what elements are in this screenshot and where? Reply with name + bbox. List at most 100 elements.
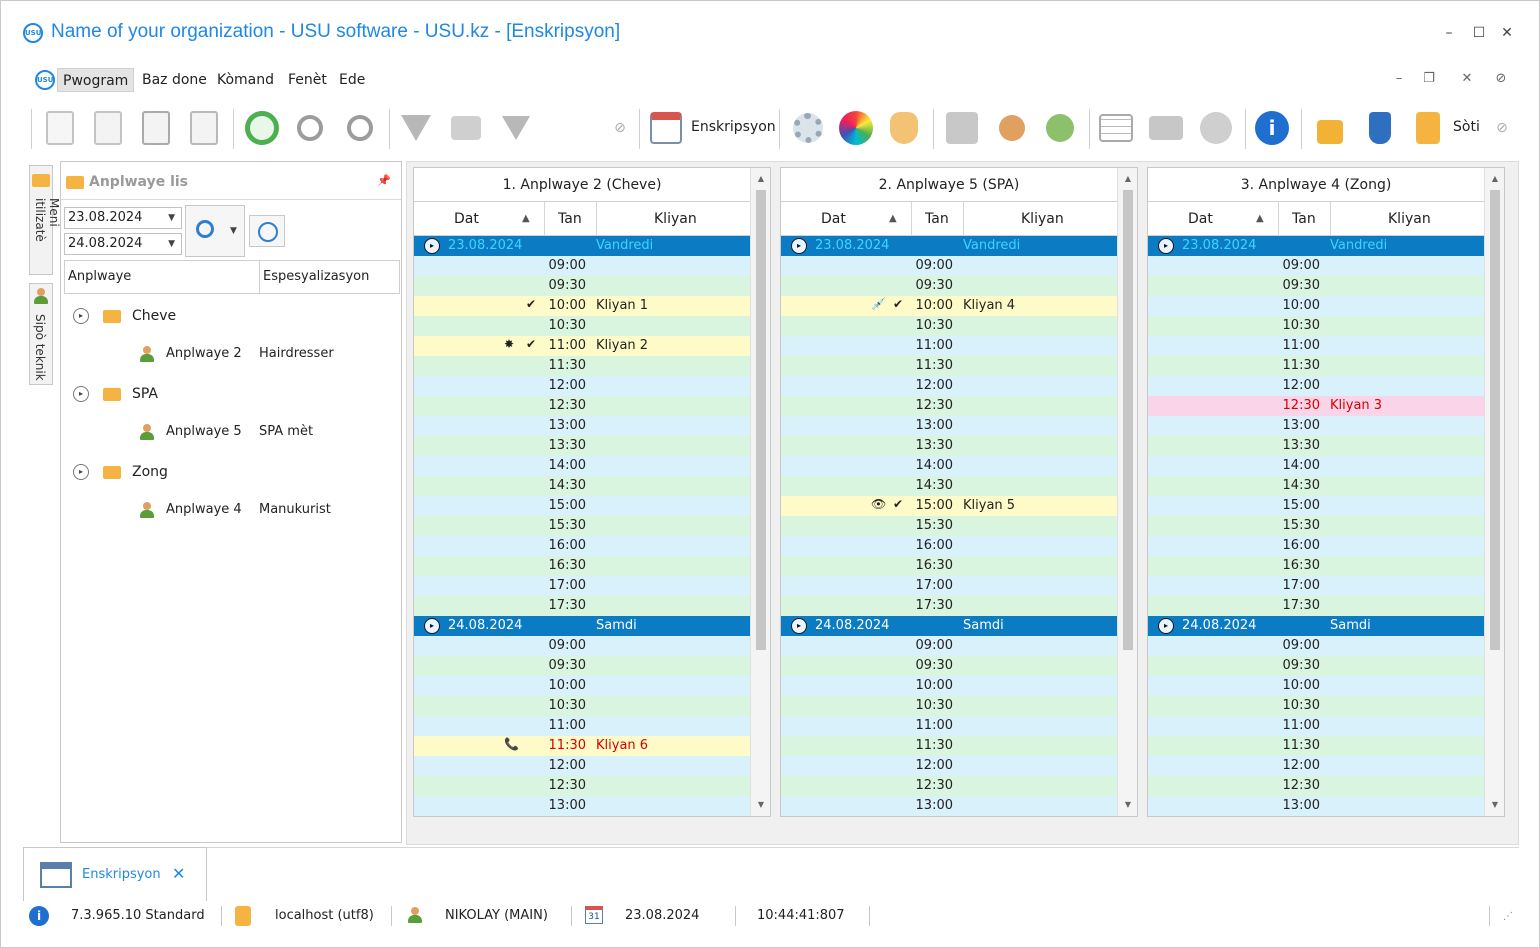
color-wheel-icon[interactable] (835, 107, 877, 149)
time-slot-row[interactable]: 14:00 (1148, 456, 1484, 476)
time-slot-row[interactable]: 09:00 (781, 636, 1117, 656)
time-slot-row[interactable]: 12:00 (414, 376, 750, 396)
plug-icon[interactable] (1359, 107, 1401, 149)
filter-icon[interactable] (395, 107, 437, 149)
time-slot-row[interactable]: 16:30 (1148, 556, 1484, 576)
expand-icon[interactable]: ▸ (73, 464, 89, 480)
expand-icon[interactable]: ▸ (1158, 618, 1174, 634)
mdi-restore-icon[interactable]: ❐ (1423, 71, 1435, 86)
minimize-icon[interactable]: – (1445, 25, 1453, 41)
doc-tab-enskripsyon[interactable]: Enskripsyon ✕ (23, 847, 207, 901)
group-zong[interactable]: Zong (132, 464, 168, 480)
expand-icon[interactable]: ▸ (1158, 238, 1174, 254)
time-slot-row[interactable]: 12:00 (414, 756, 750, 776)
time-slot-row[interactable]: 09:30 (414, 276, 750, 296)
time-slot-row[interactable]: 09:00 (414, 256, 750, 276)
info-icon[interactable]: i (1251, 107, 1293, 149)
toolbar-right-collapse-icon[interactable]: ⊘ (1496, 120, 1508, 136)
time-slot-row[interactable]: 14:00 (414, 456, 750, 476)
time-slot-row[interactable]: 11:30 (781, 356, 1117, 376)
time-slot-row[interactable]: 10:00 (1148, 676, 1484, 696)
date-group-row[interactable]: ▸ 24.08.2024 Samdi (414, 616, 750, 636)
col-date-header[interactable]: Dat (1188, 211, 1213, 227)
time-slot-row[interactable]: 13:00 (781, 416, 1117, 436)
time-slot-row[interactable]: 12:30 (781, 776, 1117, 796)
mdi-minimize-icon[interactable]: – (1395, 71, 1403, 86)
time-slot-row[interactable]: 12:00 (781, 756, 1117, 776)
menu-pwogram[interactable]: Pwogram (57, 68, 135, 92)
time-slot-row[interactable]: 16:30 (781, 556, 1117, 576)
vertical-scrollbar[interactable]: ▲ ▼ (1117, 168, 1137, 816)
date-group-row[interactable]: ▸ 23.08.2024 Vandredi (414, 236, 750, 256)
advanced-search-icon[interactable] (339, 107, 381, 149)
col-time-header[interactable]: Tan (558, 211, 582, 227)
col-client-header[interactable]: Kliyan (654, 211, 697, 227)
time-slot-row[interactable]: 11:30 (1148, 736, 1484, 756)
time-slot-row[interactable]: 17:30 (414, 596, 750, 616)
time-slot-row[interactable]: 17:30 (781, 596, 1117, 616)
time-slot-row[interactable]: 11:00 (1148, 716, 1484, 736)
edit-record-icon[interactable] (135, 107, 177, 149)
add-record-icon[interactable] (39, 107, 81, 149)
time-slot-row[interactable]: 14:30 (414, 476, 750, 496)
side-tab-support[interactable]: Sipò teknik (29, 283, 53, 385)
time-slot-row[interactable]: 12:30 (1148, 776, 1484, 796)
close-icon[interactable]: ✕ (172, 864, 186, 883)
scroll-up-icon[interactable]: ▲ (1124, 174, 1132, 183)
time-slot-row[interactable]: 11:00 (781, 336, 1117, 356)
vertical-scrollbar[interactable]: ▲ ▼ (750, 168, 770, 816)
time-slot-row[interactable]: 17:30 (1148, 596, 1484, 616)
time-slot-row[interactable]: 15:00 (414, 496, 750, 516)
date-to-field[interactable]: 24.08.2024 ▼ (64, 233, 182, 255)
appointment-row[interactable]: ✸ ✔ 11:00 Kliyan 2 (414, 336, 750, 356)
rss-icon[interactable] (941, 107, 983, 149)
scroll-down-icon[interactable]: ▼ (757, 800, 765, 809)
group-spa[interactable]: SPA (132, 386, 159, 402)
time-slot-row[interactable]: 14:30 (781, 476, 1117, 496)
settings-gear-icon[interactable] (787, 107, 829, 149)
expand-icon[interactable]: ▸ (424, 618, 440, 634)
time-slot-row[interactable]: 12:00 (781, 376, 1117, 396)
time-slot-row[interactable]: 14:00 (781, 456, 1117, 476)
time-slot-row[interactable]: 15:30 (1148, 516, 1484, 536)
appointment-row[interactable]: 💉 ✔ 10:00 Kliyan 4 (781, 296, 1117, 316)
clock-button[interactable] (249, 215, 285, 247)
appointment-row[interactable]: ✔ 10:00 Kliyan 1 (414, 296, 750, 316)
time-slot-row[interactable]: 11:30 (414, 356, 750, 376)
scroll-thumb[interactable] (1490, 190, 1500, 650)
scroll-up-icon[interactable]: ▲ (757, 174, 765, 183)
date-group-row[interactable]: ▸ 23.08.2024 Vandredi (1148, 236, 1484, 256)
time-slot-row[interactable]: 13:00 (1148, 416, 1484, 436)
time-slot-row[interactable]: 17:00 (781, 576, 1117, 596)
users-group-icon[interactable] (1039, 107, 1081, 149)
col-specialization-header[interactable]: Espesyalizasyon (263, 269, 370, 284)
time-slot-row[interactable]: 09:00 (1148, 256, 1484, 276)
chevron-down-icon[interactable]: ▼ (168, 239, 175, 249)
time-slot-row[interactable]: 10:30 (1148, 316, 1484, 336)
exit-door-icon[interactable] (1407, 107, 1449, 149)
search-button[interactable]: ▼ (185, 205, 245, 257)
menu-komand[interactable]: Kòmand (217, 72, 275, 88)
appointment-row[interactable]: 12:30 Kliyan 3 (1148, 396, 1484, 416)
time-slot-row[interactable]: 16:00 (781, 536, 1117, 556)
time-slot-row[interactable]: 11:00 (1148, 336, 1484, 356)
close-icon[interactable]: ✕ (1501, 25, 1513, 41)
col-date-header[interactable]: Dat (454, 211, 479, 227)
time-slot-row[interactable]: 13:00 (781, 796, 1117, 816)
employee-anplwaye-4[interactable]: Anplwaye 4 (166, 502, 242, 517)
time-slot-row[interactable]: 10:30 (781, 696, 1117, 716)
scroll-thumb[interactable] (756, 190, 766, 650)
expand-icon[interactable]: ▸ (73, 386, 89, 402)
time-slot-row[interactable]: 12:30 (414, 776, 750, 796)
filter-columns-icon[interactable] (445, 107, 487, 149)
time-slot-row[interactable]: 14:30 (1148, 476, 1484, 496)
date-group-row[interactable]: ▸ 24.08.2024 Samdi (1148, 616, 1484, 636)
scroll-down-icon[interactable]: ▼ (1124, 800, 1132, 809)
user-key-icon[interactable] (991, 107, 1033, 149)
scroll-thumb[interactable] (1123, 190, 1133, 650)
copy-record-icon[interactable] (87, 107, 129, 149)
filter-check-icon[interactable] (495, 107, 537, 149)
time-slot-row[interactable]: 16:00 (414, 536, 750, 556)
time-slot-row[interactable]: 10:30 (1148, 696, 1484, 716)
menu-ede[interactable]: Ede (339, 72, 366, 88)
